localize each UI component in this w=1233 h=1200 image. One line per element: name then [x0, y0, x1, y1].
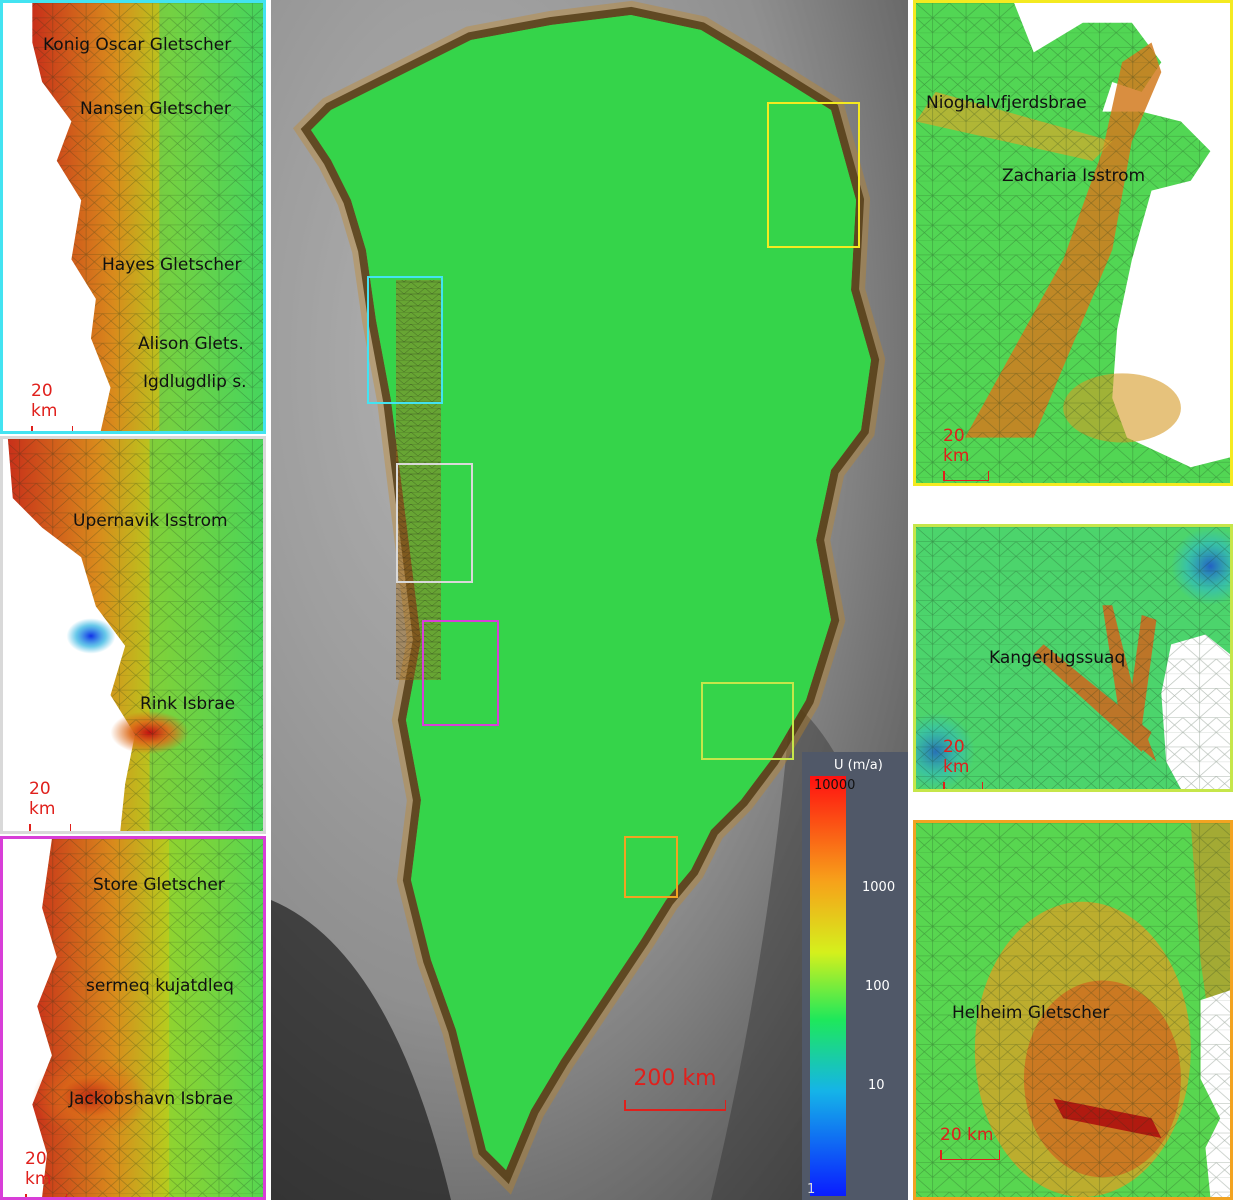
colorbar-gradient — [810, 776, 846, 1196]
scale-label: 200 km — [633, 1066, 717, 1091]
scale-bar-20km: 20 km — [943, 737, 983, 789]
inset-panel-west-magenta: Store Gletscher sermeq kujatdleq Jackobs… — [0, 836, 266, 1200]
scale-label: 20 km — [25, 1149, 52, 1189]
scale-bar-20km: 20 km — [31, 381, 73, 431]
label-upernavik-isstrom: Upernavik Isstrom — [73, 511, 228, 531]
label-konig-oscar-gletscher: Konig Oscar Gletscher — [43, 35, 232, 55]
label-nioghalvfjerdsbrae: Nioghalvfjerdsbrae — [926, 93, 1087, 113]
scale-bar-20km: 20 km — [940, 1125, 1000, 1160]
inset-panel-east-lime: Kangerlugssuaq 20 km — [913, 524, 1233, 792]
label-rink-isbrae: Rink Isbrae — [140, 694, 236, 714]
label-kangerlugssuaq: Kangerlugssuaq — [989, 648, 1126, 668]
scale-bar-20km: 20 km — [29, 779, 71, 831]
selection-box-orange — [624, 836, 678, 898]
velocity-field-yellow — [916, 3, 1230, 483]
scale-label: 20 km — [943, 737, 970, 777]
inset-panel-west-white: Upernavik Isstrom Rink Isbrae 20 km — [0, 436, 266, 834]
label-nansen-gletscher: Nansen Gletscher — [80, 99, 231, 119]
colorbar-tick: 1000 — [862, 880, 896, 895]
inset-panel-northeast-yellow: Nioghalvfjerdsbrae Zacharia Isstrom 20 k… — [913, 0, 1233, 486]
scale-bar-20km: 20 km — [943, 426, 989, 481]
selection-box-yellow — [767, 102, 860, 248]
colorbar-tick: 10000 — [814, 778, 856, 793]
greenland-velocity-map: 200 km U (m/a) 10000 1000 100 10 1 — [271, 0, 908, 1200]
velocity-field-white — [3, 439, 263, 831]
scale-label: 20 km — [940, 1125, 994, 1145]
label-igdlugdlip: Igdlugdlip s. — [143, 372, 247, 392]
velocity-field-cyan — [3, 3, 263, 431]
greenland-mesh-map — [271, 0, 908, 1200]
scale-label: 20 km — [943, 426, 970, 466]
label-zacharia-isstrom: Zacharia Isstrom — [1002, 166, 1146, 186]
velocity-field-lime — [916, 527, 1230, 789]
scale-label: 20 km — [29, 779, 56, 819]
inset-panel-southeast-orange: Helheim Gletscher 20 km — [913, 820, 1233, 1200]
selection-box-magenta — [422, 620, 499, 726]
selection-box-cyan — [367, 276, 443, 404]
colorbar-panel: U (m/a) 10000 1000 100 10 1 — [802, 752, 908, 1200]
selection-box-lime — [701, 682, 794, 760]
colorbar-tick: 100 — [865, 979, 890, 994]
colorbar-title: U (m/a) — [834, 758, 883, 773]
colorbar-tick: 10 — [868, 1078, 885, 1093]
velocity-field-orange — [916, 823, 1230, 1197]
scale-bar-200km: 200 km — [624, 1066, 726, 1111]
colorbar-tick: 1 — [807, 1182, 816, 1197]
selection-box-white — [396, 463, 473, 583]
scale-label: 20 km — [31, 381, 58, 421]
label-alison-glets: Alison Glets. — [138, 334, 244, 354]
inset-panel-northwest-cyan: Konig Oscar Gletscher Nansen Gletscher H… — [0, 0, 266, 434]
label-hayes-gletscher: Hayes Gletscher — [102, 255, 242, 275]
label-sermeq-kujatdleq: sermeq kujatdleq — [86, 976, 234, 996]
label-store-gletscher: Store Gletscher — [93, 875, 225, 895]
label-jackobshavn-isbrae: Jackobshavn Isbrae — [69, 1089, 234, 1109]
scale-bar-20km: 20 km — [25, 1149, 67, 1197]
label-helheim-gletscher: Helheim Gletscher — [952, 1003, 1110, 1023]
velocity-field-magenta — [3, 839, 263, 1197]
